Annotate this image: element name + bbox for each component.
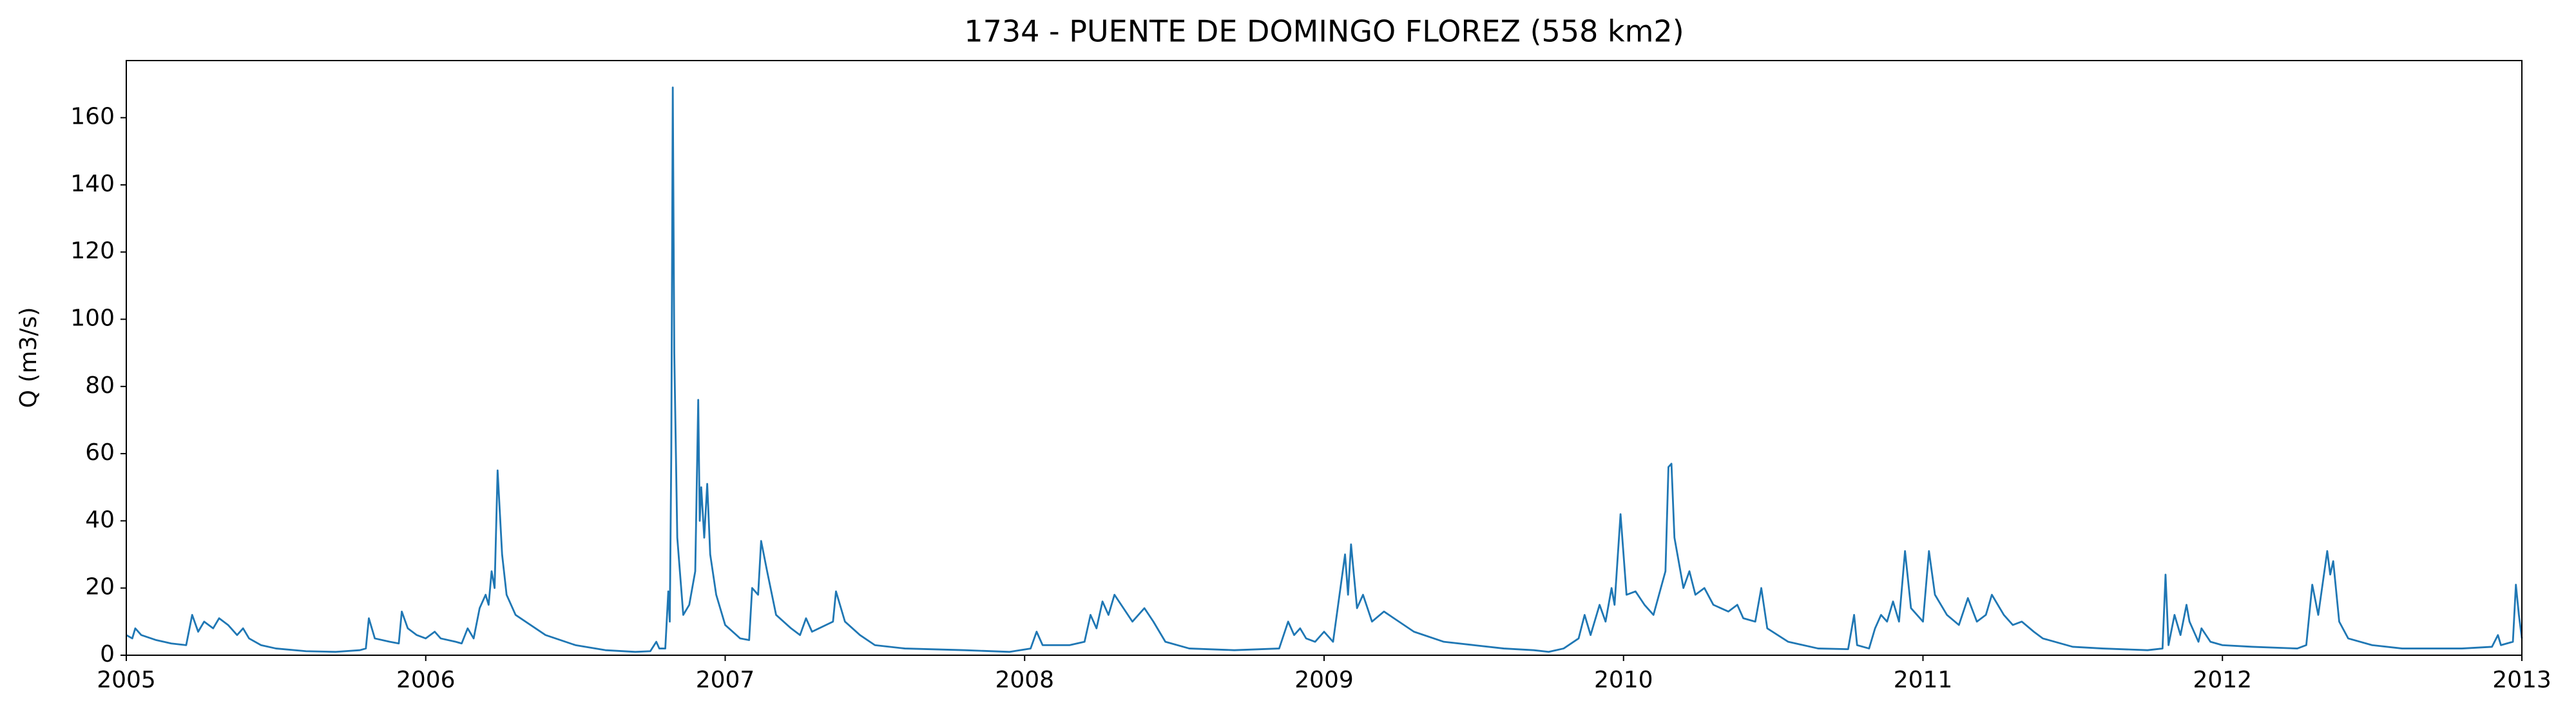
y-axis-label: Q (m3/s) — [15, 307, 42, 408]
x-tick-label: 2006 — [396, 667, 456, 693]
y-tick-label: 140 — [70, 171, 115, 197]
x-tick-label: 2011 — [1894, 667, 1953, 693]
y-tick-label: 160 — [70, 104, 115, 130]
y-tick-label: 120 — [70, 238, 115, 264]
x-tick-label: 2013 — [2492, 667, 2552, 693]
y-tick-label: 80 — [85, 372, 115, 399]
y-tick-label: 20 — [85, 574, 115, 600]
x-tick-label: 2009 — [1294, 667, 1354, 693]
y-tick-label: 40 — [85, 506, 115, 533]
y-tick-label: 100 — [70, 305, 115, 332]
data-line — [126, 86, 2523, 653]
plot-frame — [126, 60, 2523, 656]
x-tick-label: 2005 — [97, 667, 156, 693]
y-tick-label: 0 — [100, 641, 115, 667]
x-tick-label: 2012 — [2193, 667, 2252, 693]
y-tick-label: 60 — [85, 439, 115, 466]
chart-title: 1734 - PUENTE DE DOMINGO FLOREZ (558 km2… — [964, 14, 1684, 49]
x-tick-label: 2010 — [1594, 667, 1653, 693]
x-tick-label: 2007 — [696, 667, 755, 693]
x-tick-label: 2008 — [995, 667, 1054, 693]
